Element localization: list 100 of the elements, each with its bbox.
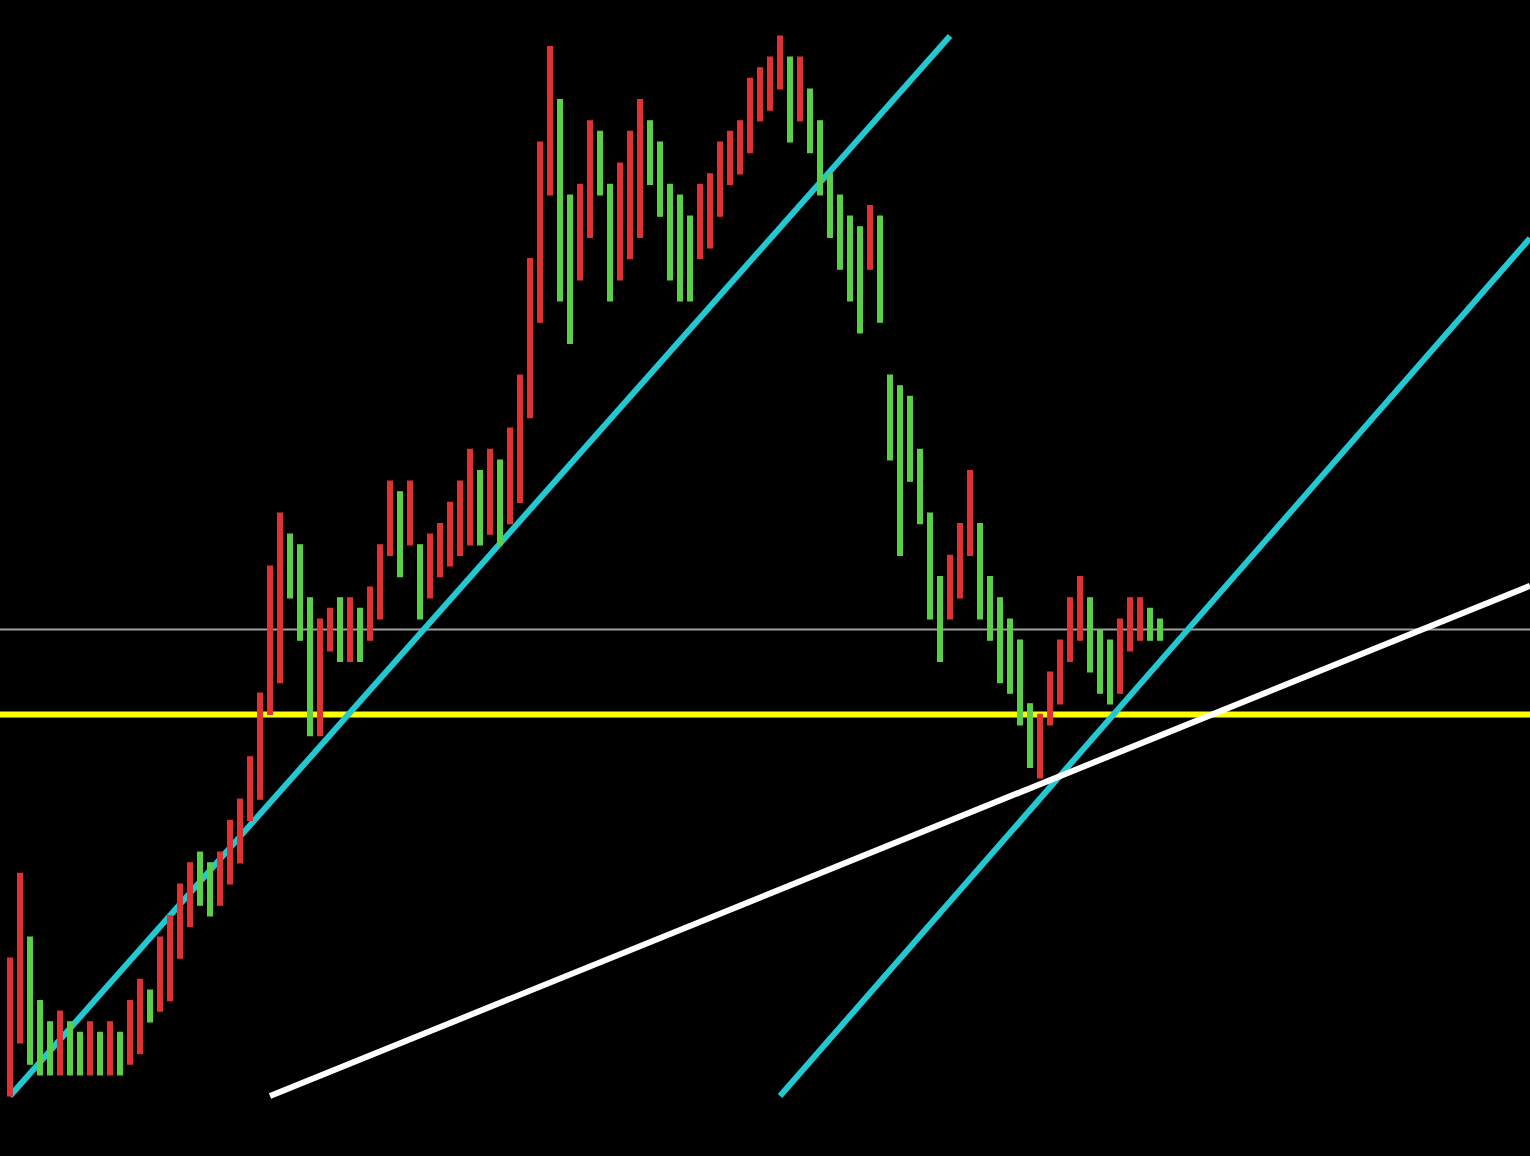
candlestick — [457, 480, 463, 556]
candlestick — [1077, 576, 1083, 641]
candlestick — [737, 120, 743, 175]
candlestick — [767, 56, 773, 111]
candlestick — [1137, 597, 1143, 641]
candlestick — [157, 936, 163, 1012]
candlestick — [897, 385, 903, 556]
candlestick — [957, 523, 963, 599]
candlestick — [577, 183, 583, 281]
candlestick — [1007, 618, 1013, 694]
candlestick — [477, 470, 483, 546]
candlestick — [1147, 607, 1153, 641]
candlestick — [267, 565, 273, 715]
candlestick — [207, 862, 213, 917]
candlestick — [417, 544, 423, 620]
candlestick — [1047, 671, 1053, 726]
candlestick — [787, 56, 793, 143]
candlestick — [227, 819, 233, 885]
candlestick — [977, 523, 983, 620]
candlestick — [37, 1000, 43, 1076]
candlestick — [77, 1031, 83, 1076]
candlestick — [677, 194, 683, 302]
candlestick — [347, 597, 353, 662]
candlestick — [357, 607, 363, 662]
candlestick — [127, 1000, 133, 1065]
candlestick — [147, 989, 153, 1023]
candlestick — [967, 470, 973, 556]
candlestick — [217, 851, 223, 906]
candlestick — [607, 183, 613, 302]
candlestick — [57, 1010, 63, 1076]
candlestick — [807, 88, 813, 154]
candlestick — [47, 1021, 53, 1076]
candlestick — [107, 1021, 113, 1076]
candlestick — [317, 618, 323, 737]
candlestick — [997, 597, 1003, 684]
candlestick — [117, 1031, 123, 1076]
candlestick — [397, 491, 403, 578]
candlestick — [1067, 597, 1073, 662]
candlestick — [337, 597, 343, 662]
candlestick — [327, 607, 333, 652]
candlestick — [1037, 713, 1043, 779]
candlestick — [1127, 597, 1133, 652]
candlestick — [567, 194, 573, 344]
candlestick — [97, 1031, 103, 1076]
candlestick — [1157, 618, 1163, 641]
candlestick — [667, 183, 673, 281]
candlestick — [917, 448, 923, 525]
candlestick — [707, 173, 713, 249]
candlestick — [1027, 703, 1033, 768]
candlestick — [937, 576, 943, 662]
candlestick — [987, 576, 993, 641]
candlestick — [947, 554, 953, 620]
candlestick — [497, 459, 503, 546]
candlestick — [617, 162, 623, 281]
candlestick — [887, 374, 893, 461]
candlestick — [297, 544, 303, 641]
candlestick — [547, 46, 553, 196]
candlestick — [167, 915, 173, 1002]
candlestick — [287, 533, 293, 599]
candlestick — [847, 215, 853, 302]
candlestick — [1057, 639, 1063, 705]
candlestick — [1117, 618, 1123, 694]
candlestick — [527, 258, 533, 419]
candlestick — [377, 544, 383, 620]
candlestick — [637, 99, 643, 238]
candlestick — [1017, 639, 1023, 726]
candlestick — [427, 533, 433, 599]
candlestick — [537, 141, 543, 323]
candlestick — [467, 448, 473, 546]
candlestick — [697, 183, 703, 260]
candlestick — [187, 862, 193, 927]
candlestick — [307, 597, 313, 737]
candlestick — [657, 141, 663, 217]
candlestick — [627, 130, 633, 260]
candlestick — [907, 395, 913, 482]
candlestick — [717, 141, 723, 217]
candlestick — [507, 427, 513, 525]
candlestick — [687, 215, 693, 302]
candlestick — [1087, 597, 1093, 673]
candlestick — [587, 120, 593, 238]
candlestick — [177, 883, 183, 959]
candlestick — [137, 978, 143, 1055]
candlestick — [1097, 629, 1103, 694]
candlestick — [367, 586, 373, 641]
candlestick — [597, 130, 603, 196]
candlestick — [257, 692, 263, 800]
candlestick — [747, 77, 753, 154]
candlestick — [487, 448, 493, 535]
candlestick — [197, 851, 203, 906]
candlestick — [247, 756, 253, 821]
candlestick — [237, 798, 243, 864]
candlestick — [777, 35, 783, 90]
candlestick — [87, 1021, 93, 1076]
candlestick — [1107, 639, 1113, 705]
candlestick — [557, 99, 563, 302]
candlestick — [877, 215, 883, 323]
candlestick — [407, 480, 413, 546]
candlestick — [827, 173, 833, 238]
candlestick — [727, 130, 733, 185]
candlestick — [387, 480, 393, 556]
